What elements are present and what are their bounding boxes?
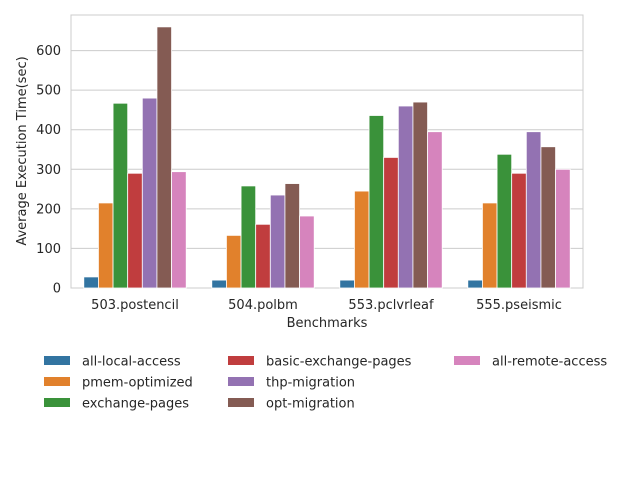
bar-exchange-pages-503.postencil — [112, 102, 129, 289]
legend-label-all-remote-access: all-remote-access — [492, 355, 607, 370]
legend-swatch-opt-migration — [228, 398, 254, 407]
legend: all-local-access pmem-optimized exchange-p… — [44, 355, 607, 412]
x-axis-label: Benchmarks — [287, 316, 368, 331]
y-tick-label: 0 — [53, 282, 61, 297]
bar-all-local-access-553.pclvrleaf — [339, 279, 355, 289]
bar-basic-exchange-pages-555.pseismic — [511, 172, 527, 289]
y-tick-label: 400 — [36, 123, 61, 138]
y-tick-label: 500 — [36, 84, 61, 99]
y-tick-labels: 0 100 200 300 400 500 600 — [36, 44, 61, 296]
bar-pmem-optimized-504.polbm — [226, 234, 242, 289]
legend-label-thp-migration: thp-migration — [266, 376, 355, 391]
bar-exchange-pages-504.polbm — [240, 185, 257, 289]
y-tick-label: 100 — [36, 242, 61, 257]
bar-all-remote-access-555.pseismic — [555, 168, 571, 289]
legend-label-basic-exchange-pages: basic-exchange-pages — [266, 355, 412, 370]
bar-all-local-access-503.postencil — [83, 276, 99, 289]
y-tick-label: 200 — [36, 202, 61, 217]
legend-label-all-local-access: all-local-access — [82, 355, 181, 370]
legend-swatch-all-local-access — [44, 356, 70, 365]
legend-swatch-exchange-pages — [44, 398, 70, 407]
legend-swatch-all-remote-access — [454, 356, 480, 365]
bar-exchange-pages-555.pseismic — [496, 153, 513, 289]
bar-opt-migration-555.pseismic — [540, 146, 556, 289]
bar-basic-exchange-pages-553.pclvrleaf — [383, 157, 399, 289]
bar-pmem-optimized-503.postencil — [98, 202, 114, 289]
bar-all-remote-access-503.postencil — [171, 171, 187, 289]
bar-thp-migration-555.pseismic — [525, 131, 542, 289]
bar-all-remote-access-504.polbm — [299, 215, 315, 289]
bar-exchange-pages-553.pclvrleaf — [368, 115, 385, 289]
bar-opt-migration-553.pclvrleaf — [412, 101, 428, 289]
bar-all-remote-access-553.pclvrleaf — [427, 131, 443, 289]
bar-thp-migration-553.pclvrleaf — [397, 105, 414, 289]
y-tick-label: 600 — [36, 44, 61, 59]
legend-swatch-thp-migration — [228, 377, 254, 386]
x-tick-label: 555.pseismic — [476, 298, 562, 313]
bar-basic-exchange-pages-503.postencil — [127, 172, 143, 289]
legend-label-opt-migration: opt-migration — [266, 397, 355, 412]
y-axis-label: Average Execution Time(sec) — [15, 56, 30, 245]
bar-pmem-optimized-555.pseismic — [482, 202, 498, 289]
bar-opt-migration-504.polbm — [284, 183, 300, 289]
legend-swatch-pmem-optimized — [44, 377, 70, 386]
legend-label-pmem-optimized: pmem-optimized — [82, 376, 193, 391]
bar-pmem-optimized-553.pclvrleaf — [354, 190, 370, 289]
bar-opt-migration-503.postencil — [156, 26, 172, 289]
bar-all-local-access-555.pseismic — [467, 279, 483, 289]
x-tick-label: 504.polbm — [228, 298, 298, 313]
bar-basic-exchange-pages-504.polbm — [255, 223, 271, 289]
legend-swatch-basic-exchange-pages — [228, 356, 254, 365]
legend-label-exchange-pages: exchange-pages — [82, 397, 189, 412]
bar-all-local-access-504.polbm — [211, 279, 227, 289]
x-tick-label: 553.pclvrleaf — [348, 298, 434, 313]
bar-thp-migration-504.polbm — [269, 194, 286, 289]
x-tick-labels: 503.postencil 504.polbm 553.pclvrleaf 555.p… — [91, 298, 562, 313]
bar-thp-migration-503.postencil — [141, 97, 158, 289]
bars — [83, 26, 571, 289]
y-tick-label: 300 — [36, 163, 61, 178]
x-tick-label: 503.postencil — [91, 298, 179, 313]
